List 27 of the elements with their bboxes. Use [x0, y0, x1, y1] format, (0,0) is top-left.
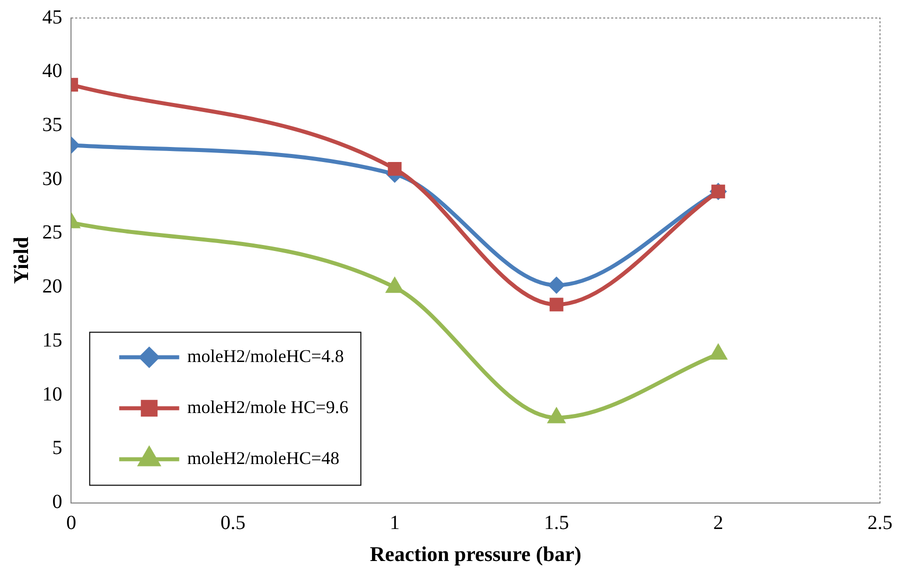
y-tick-label: 10 — [42, 383, 62, 406]
y-tick-label: 25 — [42, 222, 62, 244]
point — [548, 276, 565, 294]
legend-label: moleH2/moleHC=48 — [187, 448, 340, 468]
x-tick-label: 2.5 — [868, 512, 892, 534]
x-axis-title: Reaction pressure (bar) — [370, 542, 582, 566]
point — [709, 344, 728, 360]
y-tick-label: 15 — [42, 329, 62, 352]
x-tick-label: 1 — [390, 512, 400, 534]
point — [386, 276, 404, 293]
y-tick-label: 20 — [42, 276, 62, 298]
point — [550, 298, 564, 312]
legend-label: moleH2/mole HC=9.6 — [187, 397, 348, 418]
y-tick-label: 45 — [42, 6, 62, 28]
x-tick-label: 1.5 — [544, 512, 569, 534]
y-axis-title: Yield — [9, 236, 34, 284]
y-tick-label: 5 — [52, 437, 62, 460]
x-tick-label: 2 — [713, 512, 724, 534]
legend-label: moleH2/moleHC=4.8 — [187, 346, 344, 366]
y-tick-label: 0 — [52, 491, 62, 514]
point — [547, 407, 566, 424]
x-tick-label: 0 — [66, 512, 76, 534]
y-tick-label: 35 — [42, 114, 62, 136]
point — [388, 162, 402, 176]
y-tick-label: 40 — [42, 60, 62, 82]
y-tick-label: 30 — [42, 168, 62, 190]
x-tick-label: 0.5 — [220, 512, 246, 534]
